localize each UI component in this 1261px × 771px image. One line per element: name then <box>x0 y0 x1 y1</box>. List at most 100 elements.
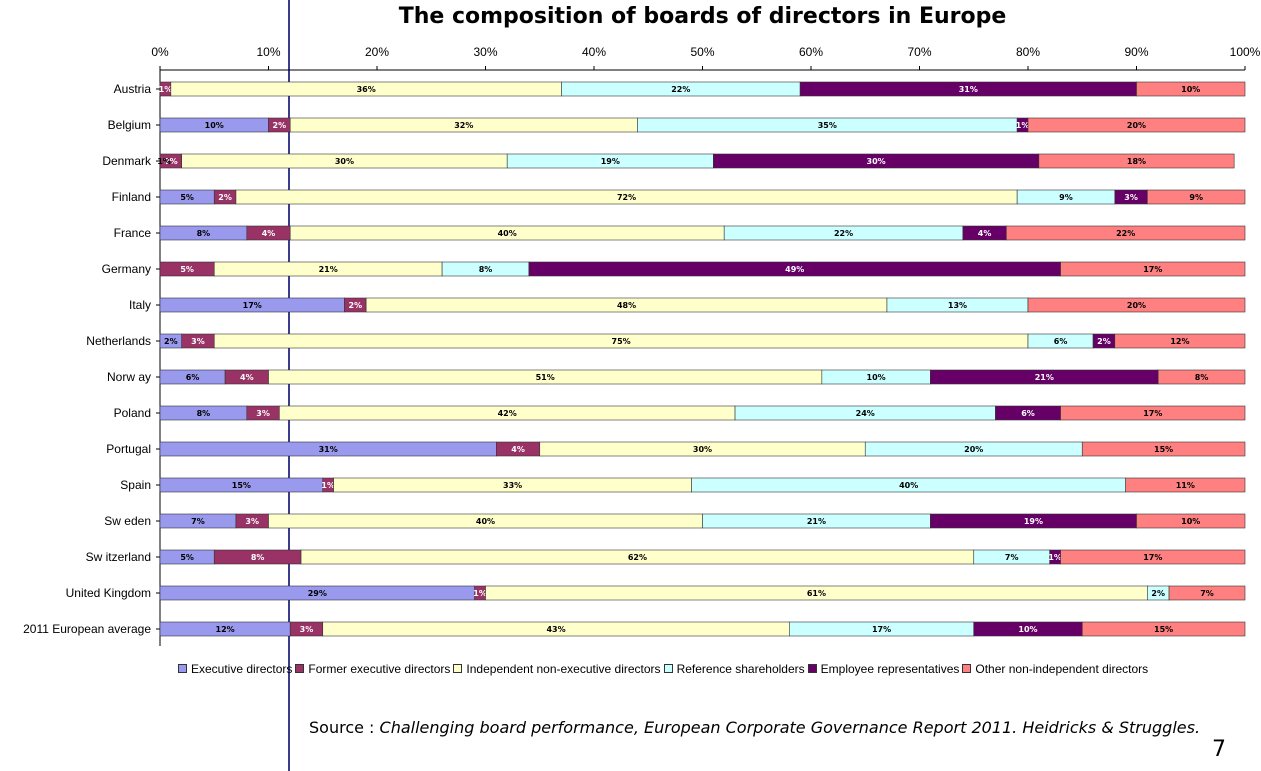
data-label: 24% <box>856 409 875 418</box>
legend-label: Executive directors <box>191 662 293 676</box>
data-label: 51% <box>536 373 555 382</box>
category-label: Portugal <box>106 442 151 456</box>
data-label: 8% <box>251 553 265 562</box>
legend-label: Other non-independent directors <box>975 662 1149 676</box>
data-label: 32% <box>454 121 473 130</box>
slide-divider-line <box>288 0 290 771</box>
legend-label: Reference shareholders <box>676 662 805 676</box>
category-label: Germany <box>102 262 151 276</box>
data-label: 40% <box>476 517 495 526</box>
data-label: 18% <box>1127 157 1146 166</box>
data-label: 2% <box>164 337 178 346</box>
data-label: 17% <box>872 625 891 634</box>
data-label: 8% <box>197 229 211 238</box>
chart-legend: Executive directors Former executive dire… <box>178 662 1151 676</box>
category-label: Belgium <box>108 118 151 132</box>
data-label: 10% <box>1181 517 1200 526</box>
data-label: 11% <box>1176 481 1195 490</box>
data-label: 3% <box>245 517 259 526</box>
bar-segment <box>1136 81 1246 97</box>
data-label: 40% <box>498 229 517 238</box>
data-label: 2% <box>1151 589 1165 598</box>
data-label: 21% <box>1035 373 1054 382</box>
legend-item: Independent non-executive directors <box>453 662 661 676</box>
data-label: 3% <box>1124 193 1138 202</box>
data-label: 75% <box>612 337 631 346</box>
legend-swatch <box>807 664 817 673</box>
data-label: 1% <box>157 157 171 166</box>
data-label: 12% <box>216 625 235 634</box>
data-label: 30% <box>693 445 712 454</box>
legend-item: Employee representatives <box>807 662 959 676</box>
data-label: 8% <box>1195 373 1209 382</box>
data-label: 15% <box>1154 625 1173 634</box>
data-label: 1% <box>1016 121 1030 130</box>
data-label: 19% <box>1024 517 1043 526</box>
data-label: 20% <box>1127 121 1146 130</box>
data-label: 22% <box>834 229 853 238</box>
legend-item: Other non-independent directors <box>962 662 1148 676</box>
bar-segment <box>1027 297 1246 313</box>
data-label: 8% <box>197 409 211 418</box>
data-label: 72% <box>617 193 636 202</box>
category-label: Netherlands <box>86 334 151 348</box>
legend-swatch <box>178 664 187 673</box>
data-label: 36% <box>357 85 376 94</box>
data-label: 35% <box>818 121 837 130</box>
data-label: 30% <box>335 157 354 166</box>
stacked-bar-chart: 0% 10% 20% 30% 40% 50% 60% 70% 80% 90% 100% Austria… <box>23 45 1261 646</box>
x-tick-label: 30% <box>473 45 497 59</box>
data-label: 1% <box>321 481 335 490</box>
category-label: France <box>114 226 152 240</box>
x-tick-label: 50% <box>690 45 714 59</box>
category-label: Austria <box>114 82 152 96</box>
data-label: 31% <box>319 445 338 454</box>
x-tick-label: 0% <box>151 45 169 59</box>
data-label: 4% <box>262 229 276 238</box>
data-label: 2% <box>349 301 363 310</box>
data-label: 7% <box>191 517 205 526</box>
source-prefix: Source : <box>309 718 380 737</box>
source-citation: Source : Challenging board performance, … <box>309 717 1239 739</box>
category-label: Norw ay <box>107 370 151 384</box>
legend-item: Reference shareholders <box>663 662 805 676</box>
bar-segment <box>1060 261 1246 277</box>
data-label: 15% <box>232 481 251 490</box>
data-label: 13% <box>948 301 967 310</box>
data-label: 1% <box>473 589 487 598</box>
data-label: 49% <box>785 265 804 274</box>
bar-segment <box>1060 549 1246 565</box>
bar-segment <box>1114 333 1246 349</box>
data-label: 33% <box>503 481 522 490</box>
data-label: 4% <box>511 445 525 454</box>
bar-segment <box>1005 225 1246 241</box>
data-label: 6% <box>186 373 200 382</box>
source-text: Challenging board performance, European … <box>379 718 1201 737</box>
bar-segment <box>1038 153 1235 169</box>
data-label: 5% <box>180 193 194 202</box>
data-label: 9% <box>1059 193 1073 202</box>
data-label: 3% <box>191 337 205 346</box>
data-label: 22% <box>1116 229 1135 238</box>
data-label: 1% <box>1048 553 1062 562</box>
data-label: 62% <box>628 553 647 562</box>
data-label: 10% <box>205 121 224 130</box>
category-label: Spain <box>120 478 151 492</box>
bar-segment <box>1081 441 1246 457</box>
legend-swatch <box>295 664 305 673</box>
legend-item: Executive directors <box>178 662 292 676</box>
legend-label: Former executive directors <box>308 662 451 676</box>
data-label: 48% <box>617 301 636 310</box>
data-label: 5% <box>180 553 194 562</box>
bar-segment <box>1147 189 1246 205</box>
bar-segment <box>1081 621 1246 637</box>
legend-swatch <box>453 664 463 673</box>
bar-segment <box>1136 513 1246 529</box>
data-label: 7% <box>1005 553 1019 562</box>
legend-swatch <box>663 664 673 673</box>
x-tick-label: 60% <box>799 45 823 59</box>
data-label: 3% <box>300 625 314 634</box>
data-label: 7% <box>1200 589 1214 598</box>
bar-segment <box>1168 585 1246 601</box>
category-label: Sw eden <box>104 514 151 528</box>
